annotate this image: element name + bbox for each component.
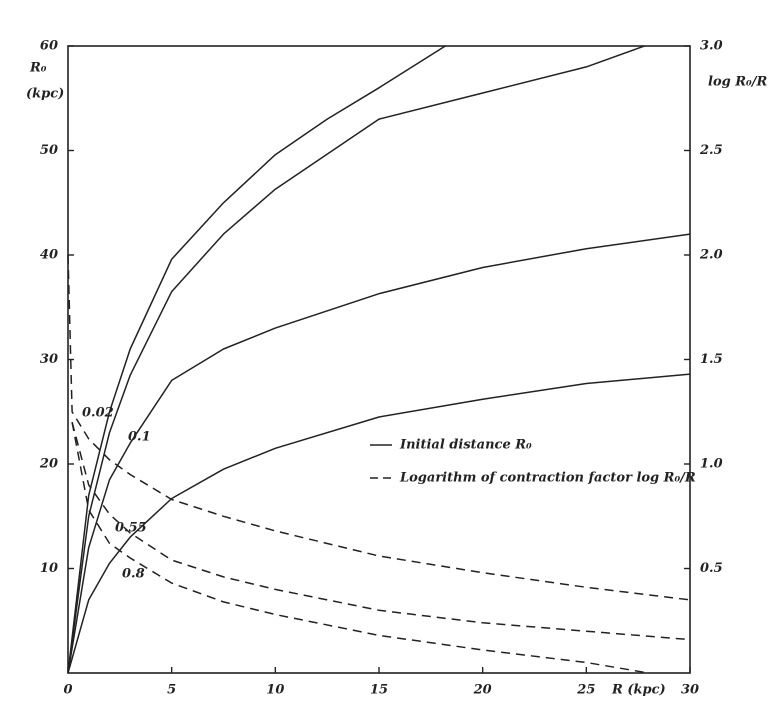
curve-label: 0.1 xyxy=(128,430,151,445)
y2-tick-label: 3.0 xyxy=(700,39,723,54)
y-tick-label: 30 xyxy=(40,352,58,367)
solid-curve xyxy=(67,233,691,674)
plot-frame xyxy=(67,45,691,674)
y2-tick-label: 2.5 xyxy=(699,143,723,158)
y-tick-label: 20 xyxy=(39,457,58,472)
legend-label: Initial distance R₀ xyxy=(399,438,532,453)
y-tick-label: 10 xyxy=(40,561,58,576)
y2-tick-label: 1.0 xyxy=(700,457,723,472)
solid-curve xyxy=(67,45,645,674)
y-axis-unit: (kpc) xyxy=(26,87,64,102)
dashed-curve xyxy=(71,422,649,674)
x-tick-label: 25 xyxy=(576,683,595,698)
x-tick-label: 0 xyxy=(63,683,72,698)
x-axis-label: R (kpc) xyxy=(611,683,666,698)
solid-curve xyxy=(67,373,691,674)
solid-curve xyxy=(67,45,446,674)
y-tick-label: 40 xyxy=(40,248,58,263)
y2-axis-label: log R₀/R xyxy=(708,75,767,90)
x-tick-label: 30 xyxy=(681,683,699,698)
curve-label: 0.02 xyxy=(82,406,114,421)
x-tick-label: 15 xyxy=(370,683,388,698)
y-tick-label: 60 xyxy=(40,39,58,54)
y2-tick-label: 1.5 xyxy=(700,352,723,367)
legend-label: Logarithm of contraction factor log R₀/R xyxy=(399,471,696,486)
y2-tick-label: 2.0 xyxy=(699,248,723,263)
dashed-curve xyxy=(71,422,691,641)
y-tick-label: 50 xyxy=(40,143,58,158)
x-tick-label: 10 xyxy=(266,683,284,698)
y-axis-label: R₀ xyxy=(29,61,47,76)
curve-label: 0.8 xyxy=(122,567,145,582)
dashed-curve xyxy=(67,254,691,601)
x-tick-label: 20 xyxy=(473,683,492,698)
curve-label: 0.55 xyxy=(115,521,147,536)
y2-tick-label: 0.5 xyxy=(700,561,723,576)
x-tick-label: 5 xyxy=(167,683,176,698)
